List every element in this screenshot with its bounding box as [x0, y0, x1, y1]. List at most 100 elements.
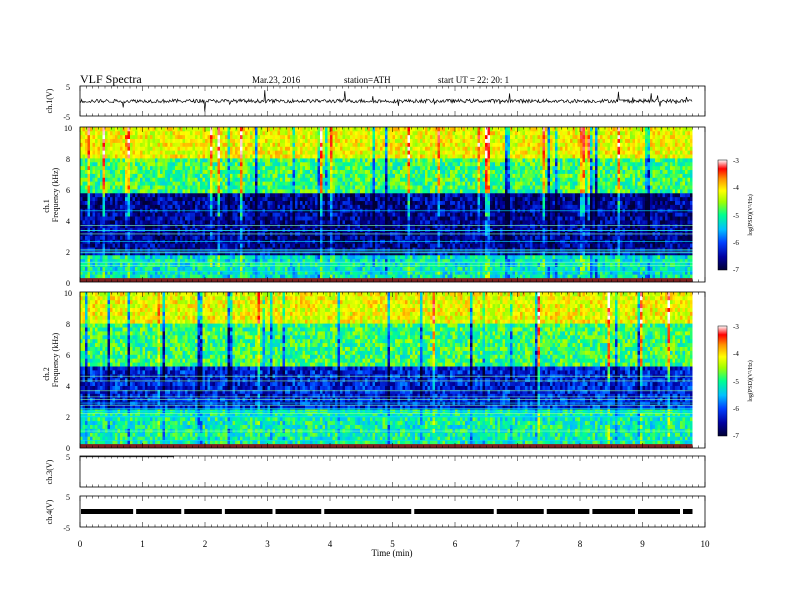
spectrogram-cell	[145, 130, 148, 136]
spectrogram-cell	[90, 262, 93, 267]
spectrogram-cell	[227, 204, 231, 209]
spectrogram-cell	[182, 150, 186, 155]
spectrogram-cell	[120, 200, 123, 205]
spectrogram-cell	[360, 146, 363, 151]
spectrogram-cell	[162, 266, 166, 271]
spectrogram-cell	[222, 227, 226, 233]
spectrogram-cell	[167, 208, 171, 213]
spectrogram-cell	[152, 130, 156, 136]
spectrogram-cell	[142, 192, 146, 198]
spectrogram-cell	[82, 127, 86, 132]
spectrogram-cell	[165, 130, 168, 136]
spectrogram-cell	[275, 216, 278, 221]
spectrogram-cell	[217, 130, 221, 136]
spectrogram-cell	[197, 208, 201, 213]
spectrogram-cell	[230, 270, 233, 275]
spectrogram-cell	[105, 138, 108, 143]
spectrogram-cell	[252, 247, 256, 252]
spectrogram-cell	[340, 158, 343, 163]
spectrogram-cell	[127, 169, 131, 174]
spectrogram-cell	[270, 235, 273, 240]
spectrogram-cell	[250, 189, 253, 194]
spectrogram-cell	[180, 134, 183, 140]
spectrogram-cell	[107, 127, 111, 132]
spectrogram-cell	[97, 208, 101, 213]
spectrogram-cell	[210, 138, 213, 143]
spectrogram-cell	[330, 192, 333, 198]
spectrogram-cell	[87, 185, 91, 190]
spectrogram-cell	[165, 220, 168, 225]
spectrogram-cell	[230, 127, 233, 132]
spectrogram-cell	[155, 235, 158, 240]
spectrogram-cell	[272, 158, 276, 163]
spectrogram-cell	[147, 204, 151, 209]
spectrogram-cell	[225, 189, 228, 194]
spectrogram-cell	[307, 192, 311, 198]
spectrogram-cell	[117, 254, 121, 260]
spectrogram-cell	[220, 270, 223, 275]
spectrogram-cell	[90, 185, 93, 190]
spectrogram-cell	[172, 146, 176, 151]
spectrogram-cell	[155, 208, 158, 213]
spectrogram-cell	[260, 181, 263, 186]
spectrogram-cell	[360, 227, 363, 233]
spectrogram-cell	[205, 200, 208, 205]
spectrogram-cell	[245, 161, 248, 167]
spectrogram-cell	[242, 127, 246, 132]
ch1-waveform-panel: 5 -5 ch.1(V)	[45, 83, 706, 122]
spectrogram-cell	[92, 130, 96, 136]
spectrogram-cell	[320, 212, 323, 217]
spectrogram-cell	[257, 150, 261, 155]
spectrogram-cell	[375, 173, 378, 178]
spectrogram-cell	[202, 127, 206, 132]
spectrogram-cell	[337, 254, 341, 260]
spectrogram-cell	[92, 189, 96, 194]
spectrogram-cell	[180, 165, 183, 171]
spectrogram-cell	[100, 220, 103, 225]
spectrogram-cell	[250, 146, 253, 151]
spectrogram-cell	[265, 181, 268, 186]
spectrogram-cell	[367, 189, 371, 194]
spectrogram-cell	[292, 235, 296, 240]
spectrogram-cell	[217, 158, 221, 163]
spectrogram-cell	[362, 127, 366, 132]
spectrogram-cell	[107, 262, 111, 267]
spectrogram-cell	[140, 138, 143, 143]
spectrogram-cell	[307, 158, 311, 163]
spectrogram-cell	[87, 177, 91, 182]
spectrogram-cell	[310, 270, 313, 275]
spectrogram-cell	[345, 266, 348, 271]
spectrogram-cell	[220, 258, 223, 264]
spectrogram-cell	[335, 154, 338, 159]
spectrogram-cell	[155, 150, 158, 155]
spectrogram-cell	[190, 204, 193, 209]
spectrogram-cell	[215, 165, 218, 171]
spectrogram-cell	[307, 196, 311, 202]
spectrogram-cell	[375, 208, 378, 213]
spectrogram-cell	[345, 146, 348, 151]
spectrogram-cell	[87, 138, 91, 143]
spectrogram-cell	[120, 204, 123, 209]
spectrogram-cell	[127, 254, 131, 260]
spectrogram-cell	[245, 262, 248, 267]
spectrogram-cell	[357, 200, 361, 205]
spectrogram-cell	[247, 158, 251, 163]
spectrogram-cell	[217, 185, 221, 190]
spectrogram-cell	[227, 173, 231, 178]
spectrogram-cell	[117, 173, 121, 178]
spectrogram-cell	[187, 150, 191, 155]
spectrogram-cell	[95, 270, 98, 275]
spectrogram-cell	[257, 158, 261, 163]
spectrogram-cell	[217, 154, 221, 159]
spectrogram-cell	[87, 161, 91, 167]
spectrogram-cell	[345, 204, 348, 209]
spectrogram-cell	[290, 165, 293, 171]
spectrogram-cell	[90, 204, 93, 209]
spectrogram-cell	[275, 177, 278, 182]
spectrogram-cell	[237, 154, 241, 159]
spectrogram-cell	[272, 196, 276, 202]
spectrogram-cell	[210, 196, 213, 202]
spectrogram-cell	[202, 169, 206, 174]
spectrogram-cell	[172, 181, 176, 186]
spectrogram-cell	[187, 142, 191, 147]
